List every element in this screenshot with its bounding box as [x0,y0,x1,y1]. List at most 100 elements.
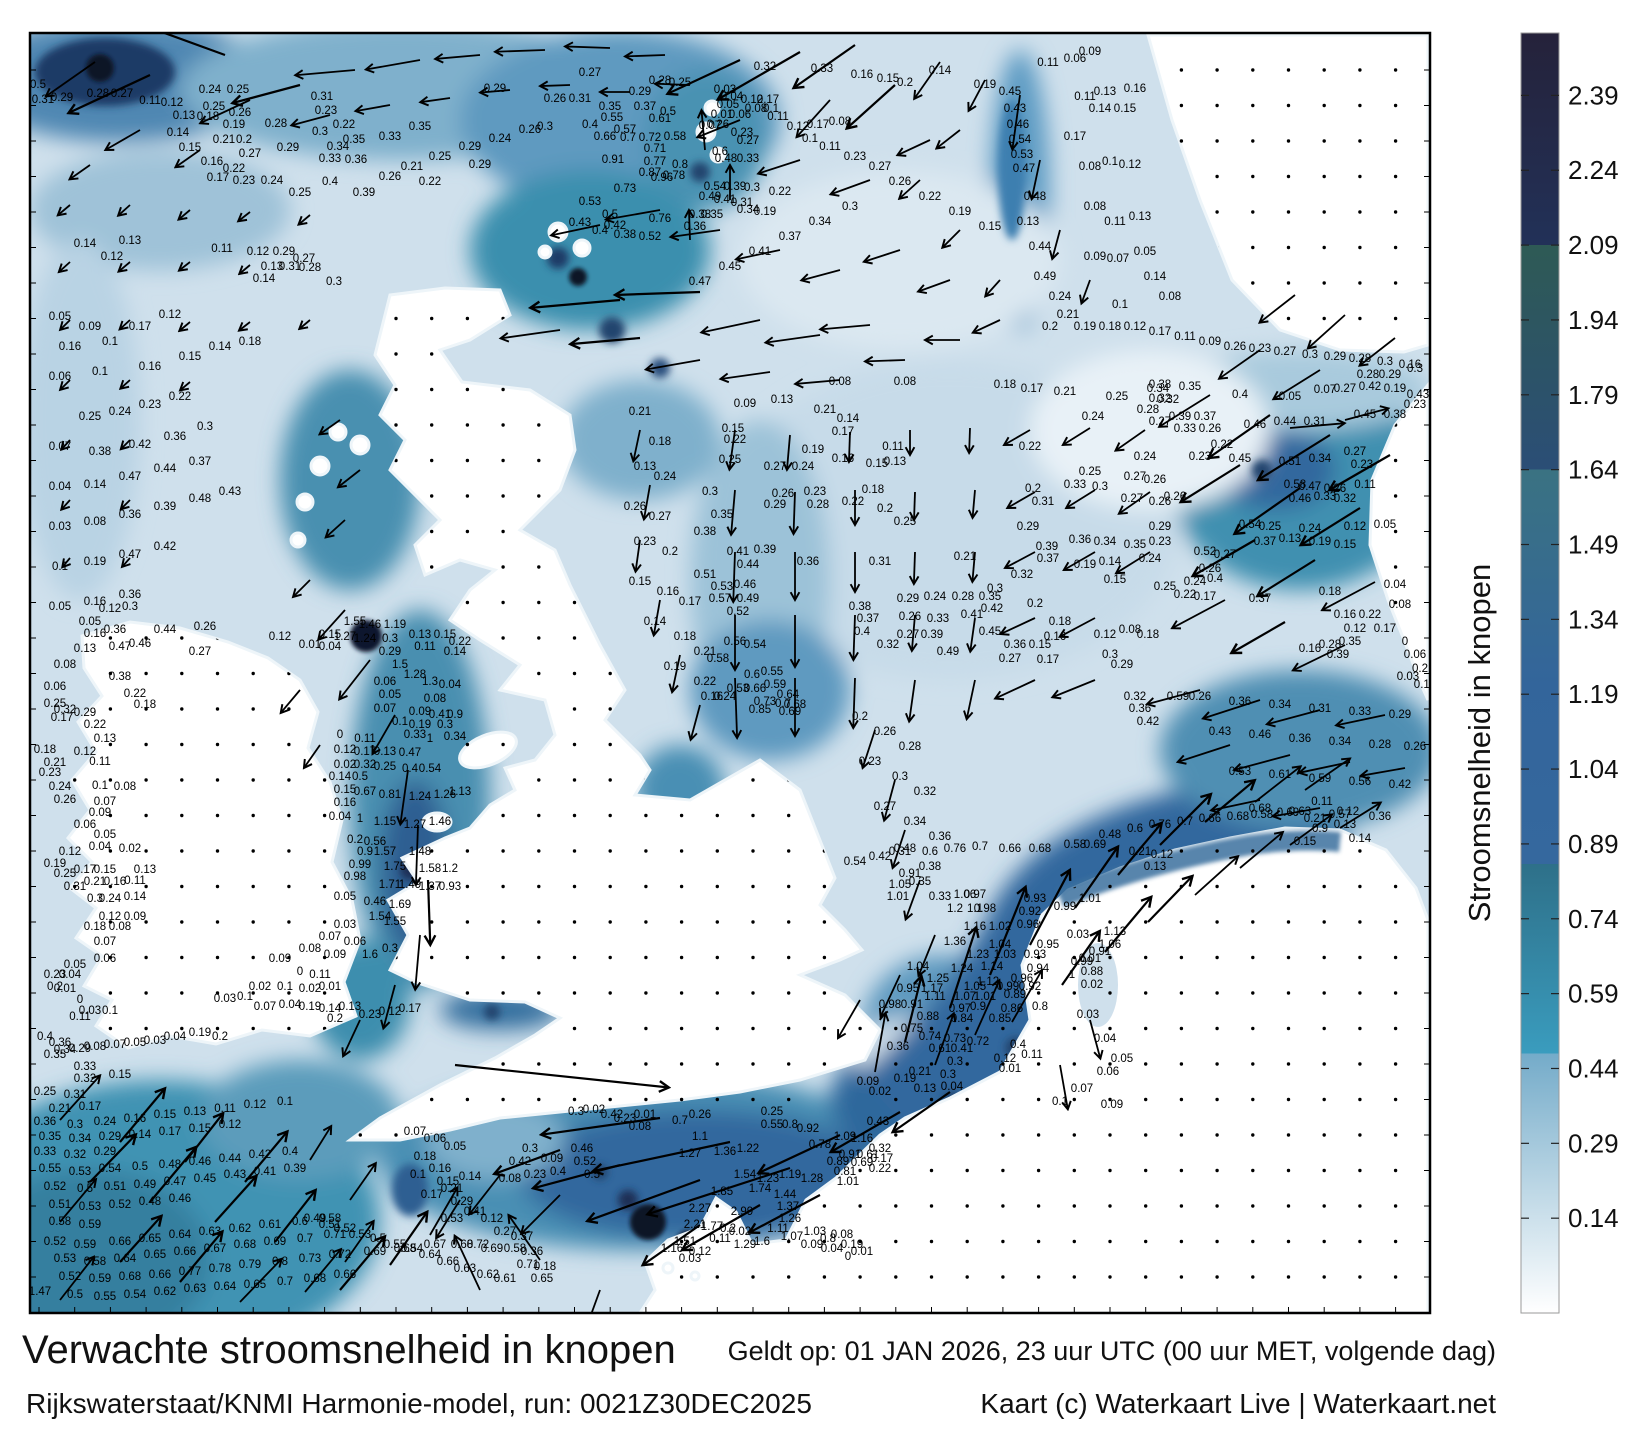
grid-dot [679,1026,684,1031]
speed-label: 0.98 [344,871,366,883]
speed-label: 0.29 [764,499,786,511]
colorbar-tick-label: 0.44 [1568,1053,1619,1083]
grid-dot [537,991,541,995]
grid-dot [1251,1133,1255,1137]
speed-label: 0.27 [999,653,1021,665]
speed-label: 1.01 [887,891,909,903]
colorbar-tick-label: 2.39 [1568,80,1619,110]
grid-dot [465,387,470,392]
speed-label: 0.47 [1013,163,1035,175]
current-arrow [667,59,741,94]
speed-label: 0.47 [689,276,711,288]
speed-label: 0.08 [84,516,106,528]
speed-label: 0.04 [59,969,82,981]
speed-label: 0.07 [254,1001,276,1013]
grid-dot [144,991,148,995]
speed-label: 0.24 [1184,576,1207,588]
grid-dot [1144,920,1148,924]
grid-dot [251,813,255,818]
speed-label: 0.33 [1064,479,1086,491]
speed-label: 0.27 [239,148,261,160]
speed-label: 0.68 [1029,843,1051,855]
grid-dot [251,884,255,889]
speed-label: 0.42 [1389,779,1411,791]
speed-label: 0.4 [1207,573,1224,585]
speed-label: 0.73 [614,183,636,195]
speed-label: 0.7 [672,1115,688,1127]
speed-label: 0.27 [869,161,891,173]
current-arrow [161,33,226,57]
grid-dot [322,813,327,818]
grid-dot [1144,991,1148,995]
speed-label: 0.11 [1354,479,1376,491]
grid-dot [144,955,148,960]
colorbar-tick-label: 1.04 [1568,754,1619,784]
grid-dot [215,778,220,782]
speed-label: 0.22 [169,391,191,403]
speed-label: 0.03 [334,919,356,931]
speed-label: 0.3 [197,421,213,433]
speed-label: 0.25 [1154,581,1176,593]
grid-dot [1322,316,1326,321]
speed-label: 0.18 [862,484,884,496]
speed-label: 0.15 [189,1123,211,1135]
speed-label: 0.12 [244,1099,266,1111]
speed-label: 0.35 [1124,539,1146,551]
grid-dot [1358,884,1362,889]
grid-dot [787,813,791,818]
speed-label: 0.15 [979,221,1001,233]
grid-dot [1179,1026,1184,1031]
grid-dot [679,920,684,924]
speed-label: 0.11 [882,441,904,453]
grid-dot [1144,884,1148,889]
speed-label: 0.26 [194,621,216,633]
grid-dot [287,884,291,889]
speed-label: 0.53 [69,1166,91,1178]
current-arrow [59,261,71,272]
speed-label: 0.12 [1151,849,1173,861]
speed-label: 0.04 [329,811,352,823]
grid-dot [1251,849,1255,853]
grid-dot [572,1062,577,1066]
speed-label: 0.39 [1327,649,1349,661]
speed-label: 0.01 [1079,953,1101,965]
grid-dot [1072,991,1077,995]
speed-label: 0.55 [94,1291,116,1303]
speed-label: 0.36 [119,509,141,521]
speed-label: 0.3 [892,771,908,783]
speed-label: 0.33 [929,891,951,903]
speed-label: 1.46 [429,816,451,828]
grid-dot [465,920,470,924]
speed-label: 0.5 [30,79,46,91]
grid-dot [644,1062,648,1066]
speed-label: 0.29 [1379,369,1401,381]
grid-dot [180,636,184,640]
grid-dot [1179,1204,1184,1208]
grid-dot [929,1133,934,1137]
grid-dot [1358,281,1362,285]
speed-label: 0.1 [802,133,818,145]
speed-label: 0.25 [669,77,691,89]
speed-label: 0.26 [54,794,76,806]
grid-dot [73,778,77,782]
speed-label: 0.3 [122,601,138,613]
speed-label: 0.67 [354,786,376,798]
speed-label: 1.13 [449,786,471,798]
speed-label: 1.36 [714,1146,736,1158]
grid-dot [822,1026,827,1031]
speed-label: 0.66 [1199,813,1221,825]
current-arrow [366,59,421,70]
grid-dot [430,955,434,960]
current-arrows [46,33,1406,1313]
speed-label: 0.26 [1224,341,1246,353]
speed-label: 0.58 [84,1256,106,1268]
grid-dot [1358,210,1362,214]
speed-label: 0.72 [329,1249,351,1261]
grid-dot [894,1168,898,1173]
grid-dot [108,813,113,818]
current-arrow [295,69,356,75]
speed-label: 1.44 [774,1189,797,1201]
speed-label: 0.52 [44,1181,66,1193]
speed-label: 0.51 [104,1181,126,1193]
speed-label: 0.25 [34,1086,56,1098]
